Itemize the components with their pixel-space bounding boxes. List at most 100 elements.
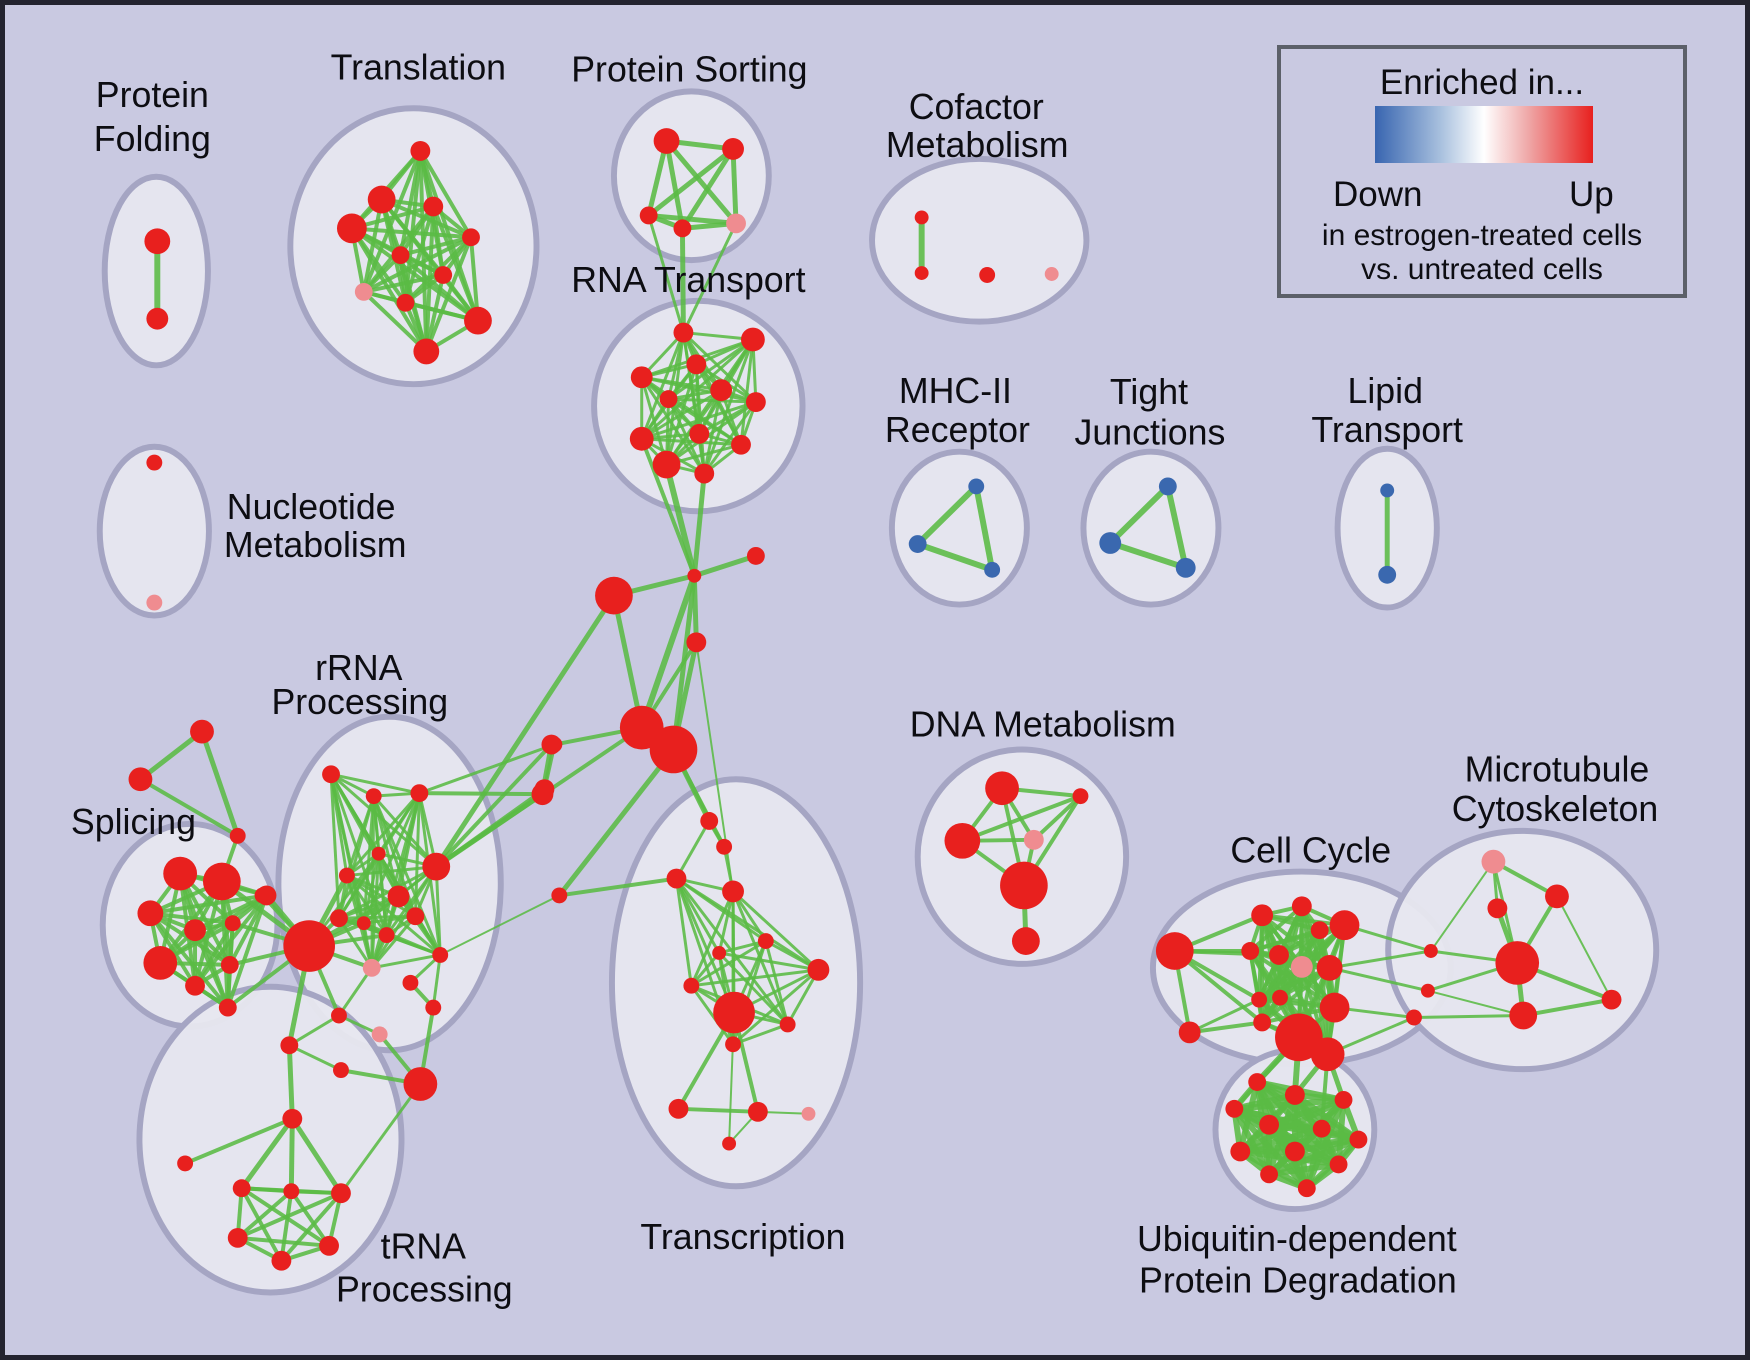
cluster-ellipse-tight-junctions: [1080, 448, 1222, 608]
edge-hub1-na1: [693, 553, 757, 579]
node-mc4: [1601, 989, 1622, 1010]
edge-rt2-rt6: [667, 338, 754, 401]
node-cc9: [1272, 989, 1288, 1006]
cluster-label-cofactor-metabolism: Cofactor: [909, 87, 1044, 127]
edge-sp3-sp10: [148, 912, 230, 1009]
node-rr10: [356, 916, 371, 931]
legend: Enriched in... Down Up in estrogen-treat…: [1277, 45, 1687, 298]
edge-rr6-rr9: [338, 865, 437, 920]
node-mc3: [1509, 1001, 1538, 1030]
edge-tn3-tn4: [236, 1191, 342, 1240]
node-sp10: [218, 998, 237, 1017]
edge-ub10-ub11: [1268, 1161, 1339, 1178]
node-rr4: [371, 846, 386, 861]
cluster-label-lipid-transport: Lipid: [1347, 371, 1422, 411]
node-br3: [1406, 1009, 1422, 1026]
node-b3: [371, 1026, 388, 1043]
node-ps5: [726, 213, 746, 234]
edge-t5-t6: [400, 235, 472, 258]
node-rt8: [689, 423, 710, 444]
node-mh3: [984, 561, 1001, 578]
node-tx7: [807, 958, 830, 981]
node-ub2: [1284, 1085, 1305, 1105]
edge-ps2-ps3: [647, 146, 735, 218]
cluster-label-microtubule-cytoskeleton: Cytoskeleton: [1452, 789, 1658, 829]
node-t10: [464, 306, 492, 335]
edge-rt6-rt7: [668, 397, 756, 404]
cluster-ellipse-protein-sorting: [610, 88, 772, 264]
edge-big1-c1: [611, 595, 645, 729]
cluster-label-rrna-processing: rRNA: [315, 648, 402, 688]
node-tj3: [1175, 557, 1196, 578]
node-rr12: [432, 947, 449, 963]
node-na1: [746, 546, 765, 565]
node-ps2: [722, 138, 744, 160]
edge-tri1-tri2: [138, 729, 204, 782]
node-cc11: [1253, 1013, 1272, 1032]
edge-rt7-rt9: [641, 400, 757, 441]
edge-rt1-rt9: [640, 332, 685, 440]
node-ub11: [1260, 1165, 1279, 1184]
edge-sp6-sp9: [159, 893, 268, 965]
edge-t7-t11: [424, 274, 446, 352]
edge-mcp-mc1: [1492, 859, 1558, 899]
edge-ps4-rt1: [679, 228, 686, 333]
node-t2: [367, 185, 396, 214]
node-br1: [1423, 944, 1438, 958]
node-dmp: [1023, 829, 1044, 850]
cluster-label-dna-metabolism: DNA Metabolism: [910, 705, 1176, 745]
edge-tri2-tri3: [139, 777, 239, 838]
node-rt7: [745, 392, 766, 412]
legend-caption-line1: in estrogen-treated cells: [1321, 219, 1643, 252]
edge-dm2-dmp: [1032, 794, 1082, 842]
node-rt4: [630, 366, 653, 389]
node-rt3: [686, 354, 707, 375]
edge-tx6-tx7: [718, 951, 819, 972]
node-t4: [336, 213, 367, 244]
edge-tx7-tx8: [691, 968, 819, 988]
edge-l3-tx3: [559, 876, 677, 898]
node-rt10: [731, 434, 751, 455]
edge-cc4-cc5: [1249, 923, 1346, 953]
node-sp4: [184, 919, 206, 942]
edge-br2-mc3: [1427, 989, 1524, 1017]
node-mh2: [908, 535, 927, 553]
legend-down-label: Down: [1333, 175, 1423, 214]
cluster-label-protein-sorting: Protein Sorting: [571, 49, 807, 89]
node-ps3: [639, 206, 658, 225]
node-tri2: [128, 767, 153, 792]
node-b7: [333, 1062, 349, 1079]
node-hub1: [687, 568, 702, 583]
cluster-label-cell-cycle: Cell Cycle: [1230, 831, 1391, 871]
node-t5: [462, 228, 480, 247]
legend-caption-line2: vs. untreated cells: [1361, 253, 1603, 286]
edge-tx3-tx8: [674, 878, 693, 986]
edge-l3-rr12: [439, 894, 560, 956]
node-ps1: [653, 128, 680, 154]
node-tj2: [1099, 532, 1122, 554]
edge-tx6-tx10: [718, 951, 789, 1026]
legend-up-label: Up: [1569, 175, 1614, 214]
edge-rt11-hub1: [663, 463, 698, 577]
edge-rr8-rr15: [370, 915, 417, 969]
node-big1: [595, 576, 633, 615]
cluster-label-lipid-transport: Transport: [1311, 410, 1463, 450]
node-rr7: [387, 885, 410, 908]
edge-tj2-tj3: [1109, 540, 1187, 571]
node-b2: [331, 1007, 347, 1024]
node-tj1: [1158, 477, 1177, 496]
node-nm1: [146, 454, 163, 471]
node-sp2: [202, 862, 241, 901]
node-cc1: [1251, 904, 1274, 927]
node-ub7: [1349, 1130, 1368, 1149]
edge-mc3-mc4: [1522, 997, 1612, 1018]
cluster-ellipse-cofactor-metabolism: [869, 155, 1090, 325]
edge-tri1-tri3: [199, 730, 241, 837]
node-t8: [354, 282, 373, 301]
edge-ps2-ps4: [680, 147, 736, 230]
edge-tx1-tx3: [675, 820, 711, 880]
cluster-label-transcription: Transcription: [640, 1217, 845, 1257]
node-cc10: [1319, 992, 1350, 1023]
node-rt9: [629, 426, 654, 451]
edge-rt4-rt7: [641, 375, 757, 404]
